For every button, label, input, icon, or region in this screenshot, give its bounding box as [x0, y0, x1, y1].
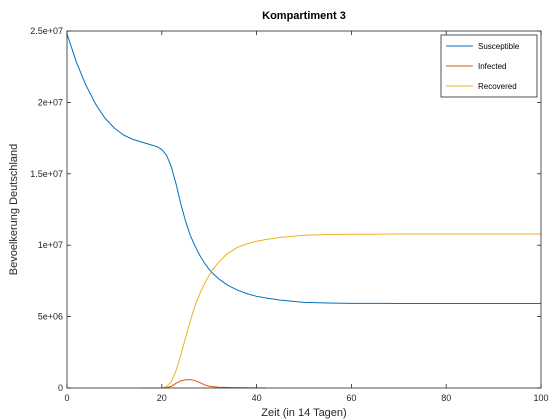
x-axis-title: Zeit (in 14 Tagen) — [261, 407, 346, 419]
legend-label-recovered: Recovered — [478, 82, 517, 91]
x-tick-label: 40 — [252, 393, 262, 403]
legend-label-infected: Infected — [478, 62, 506, 71]
y-tick-label: 2.5e+07 — [30, 26, 63, 36]
y-axis-title: Bevoelkerung Deutschland — [8, 144, 20, 275]
y-tick-label: 5e+06 — [38, 312, 63, 322]
y-tick-label: 1e+07 — [38, 240, 63, 250]
y-tick-label: 0 — [58, 383, 63, 393]
series-line-recovered — [138, 233, 541, 389]
x-tick-label: 80 — [441, 393, 451, 403]
series-layer — [66, 33, 541, 389]
series-line-infected — [138, 379, 267, 389]
chart-title: Kompartiment 3 — [262, 10, 346, 22]
axes-box — [66, 30, 542, 389]
legend: Susceptible Infected Recovered — [440, 34, 538, 98]
y-tick-label: 1.5e+07 — [30, 169, 63, 179]
y-tick-label: 2e+07 — [38, 97, 63, 107]
legend-label-susceptible: Susceptible — [478, 42, 520, 51]
x-tick-label: 20 — [157, 393, 167, 403]
x-tick-label: 100 — [533, 393, 548, 403]
series-line-susceptible — [66, 33, 541, 304]
x-tick-label: 60 — [346, 393, 356, 403]
legend-box — [440, 34, 538, 98]
x-tick-label: 0 — [64, 393, 69, 403]
axes-layer: 0 20 40 60 80 100 0 5e+06 1e+07 1.5e+07 2e+07 2.5e+… — [30, 26, 548, 403]
